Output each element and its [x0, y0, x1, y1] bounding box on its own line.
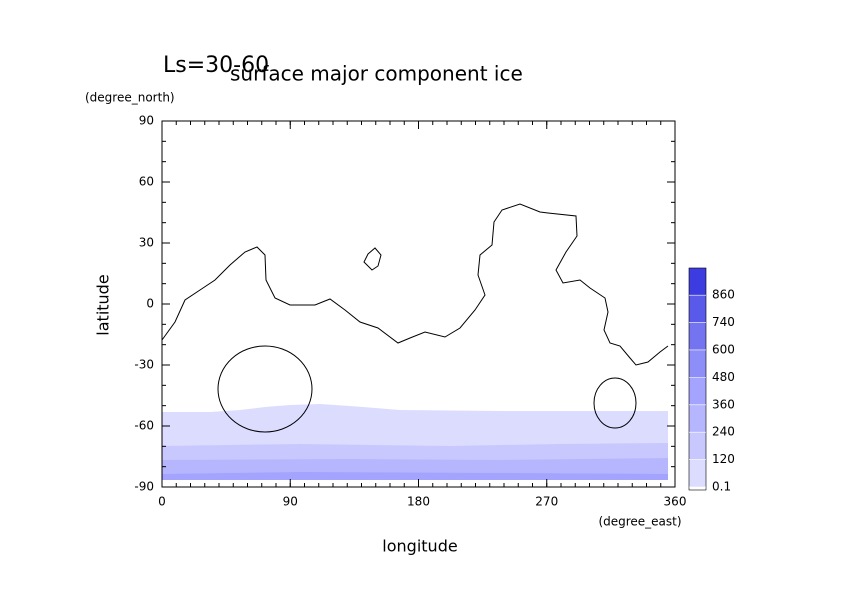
contour-line [217, 345, 313, 433]
shaded-region [162, 472, 668, 480]
colorbar-box [689, 432, 706, 460]
y-units: (degree_north) [85, 91, 175, 105]
colorbar-box [689, 349, 706, 378]
colorbar-box [689, 377, 706, 405]
y-tick-label: 0 [146, 297, 154, 311]
colorbar-label: 860 [712, 288, 735, 302]
colorbar-label: 0.1 [712, 480, 731, 494]
x-axis-label: longitude [382, 537, 457, 556]
y-tick-label: 30 [139, 236, 154, 250]
y-tick-label: 90 [139, 114, 154, 128]
colorbar-box [689, 404, 706, 433]
y-tick-label: 60 [139, 175, 154, 189]
contour-line [593, 377, 637, 429]
colorbar-label: 600 [712, 342, 735, 356]
x-tick-label: 90 [283, 495, 298, 509]
colorbar-box [689, 268, 706, 296]
x-tick-label: 180 [407, 495, 430, 509]
colorbar-label: 480 [712, 370, 735, 384]
x-tick-label: 270 [535, 495, 558, 509]
colorbar-box [689, 295, 706, 323]
colorbar-label: 360 [712, 397, 735, 411]
x-units: (degree_east) [598, 515, 681, 529]
colorbar-label: 240 [712, 425, 735, 439]
colorbar-label: 120 [712, 452, 735, 466]
contour-line [363, 247, 382, 271]
colorbar-frame [688, 267, 707, 491]
y-axis-label: latitude [94, 274, 113, 335]
contour-line [161, 203, 669, 366]
colorbar-box [689, 322, 706, 350]
chart-title: surface major component ice [230, 62, 523, 86]
colorbar-label: 740 [712, 315, 735, 329]
x-tick-label: 0 [158, 495, 166, 509]
x-tick-label: 360 [664, 495, 687, 509]
colorbar-box [689, 459, 706, 487]
y-tick-label: -30 [134, 358, 154, 372]
chart-subtitle: Ls=30-60 [163, 53, 269, 78]
y-tick-label: -60 [134, 419, 154, 433]
y-tick-label: -90 [134, 480, 154, 494]
